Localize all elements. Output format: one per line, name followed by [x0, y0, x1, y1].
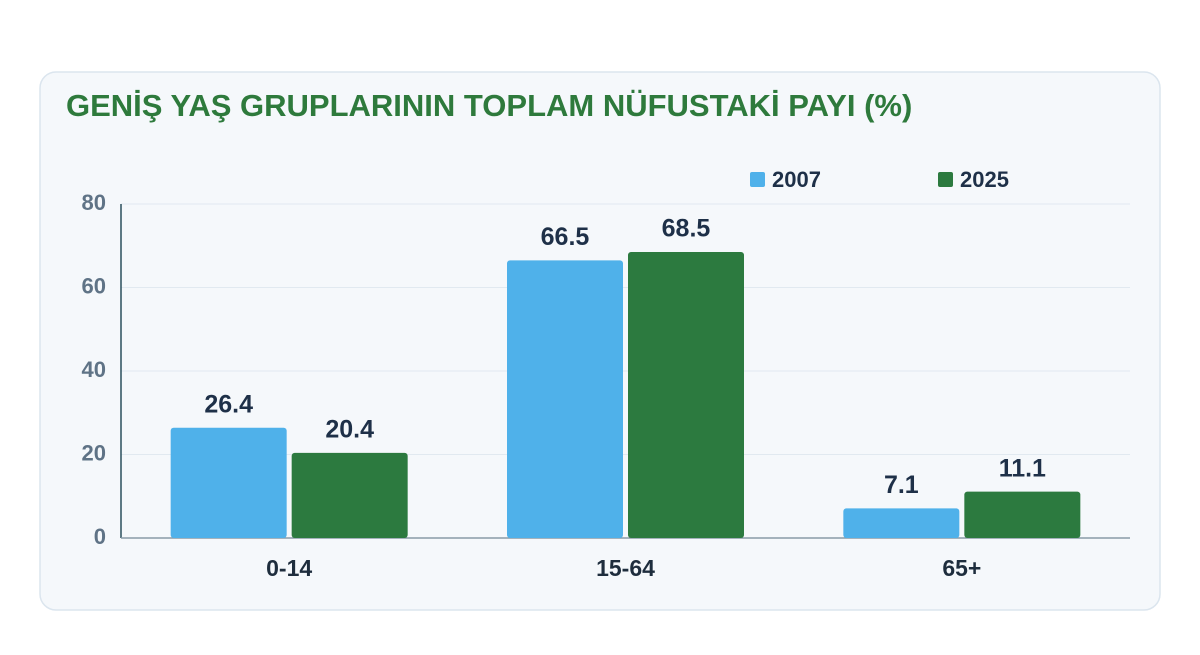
bar [507, 260, 623, 538]
x-tick-label: 65+ [942, 555, 981, 581]
legend-swatch [938, 172, 953, 187]
value-label: 66.5 [541, 223, 590, 251]
chart-title: GENİŞ YAŞ GRUPLARININ TOPLAM NÜFUSTAKİ P… [66, 88, 912, 123]
y-tick-label: 20 [82, 440, 106, 465]
value-label: 11.1 [999, 454, 1046, 482]
y-tick-label: 40 [82, 357, 106, 382]
x-tick-label: 0-14 [266, 555, 312, 581]
y-tick-label: 60 [82, 273, 106, 298]
bar [964, 491, 1081, 538]
value-label: 26.4 [204, 390, 253, 418]
bar [628, 252, 744, 538]
value-label: 20.4 [325, 415, 374, 443]
bar [843, 508, 960, 538]
y-tick-label: 0 [94, 524, 106, 549]
value-label: 68.5 [662, 215, 711, 243]
bar [170, 427, 287, 538]
x-tick-label: 15-64 [596, 555, 655, 581]
y-tick-label: 80 [82, 190, 106, 215]
legend-label: 2007 [772, 167, 821, 192]
bar [291, 452, 408, 538]
value-label: 7.1 [884, 471, 919, 499]
legend-label: 2025 [960, 167, 1009, 192]
legend-swatch [750, 172, 765, 187]
